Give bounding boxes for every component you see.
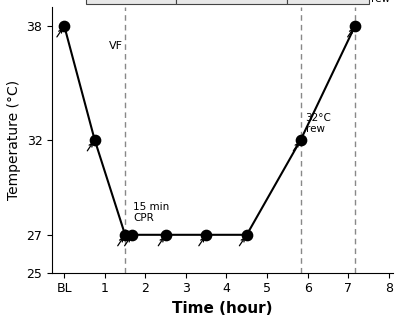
Text: VF: VF [109, 41, 123, 51]
Point [92, 137, 98, 142]
Point [129, 232, 135, 237]
Text: 15 min
CPR: 15 min CPR [133, 202, 170, 224]
X-axis label: Time (hour): Time (hour) [172, 301, 273, 316]
Text: 38°C
rew: 38°C rew [371, 0, 396, 4]
Text: 32°C
rew: 32°C rew [306, 112, 332, 134]
Point [61, 23, 68, 28]
Point [203, 232, 210, 237]
Point [298, 137, 304, 142]
Point [162, 232, 169, 237]
Point [244, 232, 250, 237]
Y-axis label: Temperature (°C): Temperature (°C) [7, 80, 21, 200]
Point [122, 232, 128, 237]
Point [352, 23, 358, 28]
